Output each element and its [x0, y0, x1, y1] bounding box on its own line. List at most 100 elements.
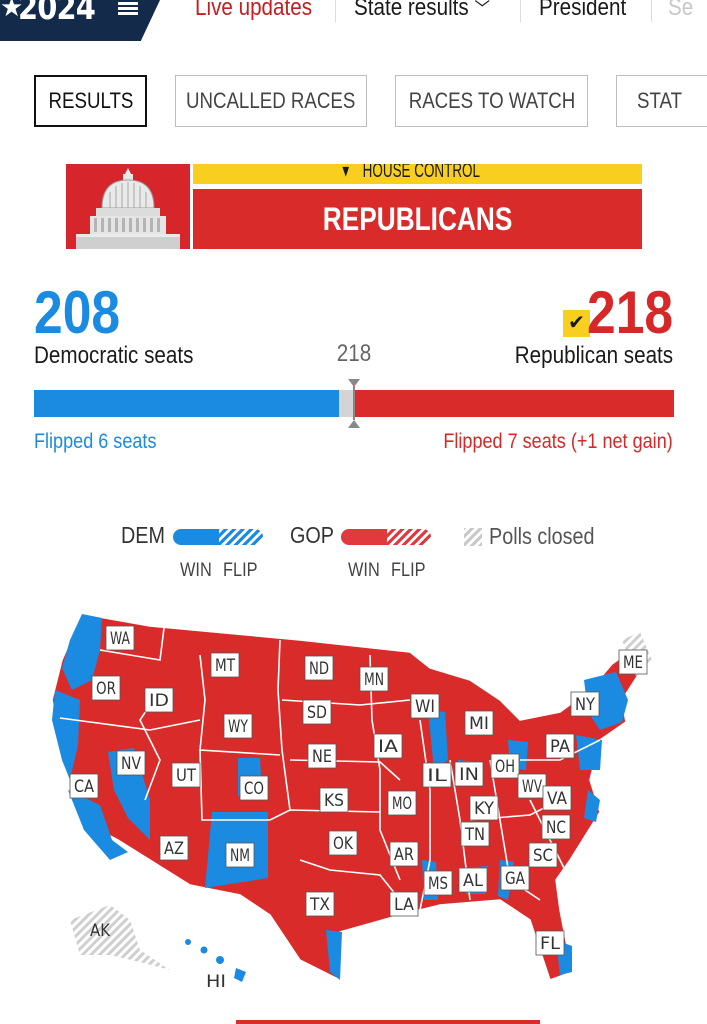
state-label-pa[interactable]: PA [545, 733, 575, 759]
state-label-al[interactable]: AL [458, 867, 488, 893]
svg-text:LA: LA [394, 895, 414, 915]
state-label-mo[interactable]: MO [387, 790, 417, 816]
nav-president-link[interactable]: President [539, 0, 627, 21]
state-label-sd[interactable]: SD [302, 699, 332, 725]
svg-text:KY: KY [474, 799, 495, 819]
state-label-oh[interactable]: OH [490, 753, 520, 779]
state-label-mt[interactable]: MT [210, 652, 240, 678]
state-label-me[interactable]: ME [618, 649, 648, 675]
svg-text:OH: OH [495, 757, 515, 777]
winner-banner: REPUBLICANS [193, 189, 642, 249]
nav-divider [520, 0, 521, 22]
state-label-sc[interactable]: SC [528, 842, 558, 868]
us-house-results-map[interactable]: WA OR CA ID NV MT WY UT AZ CO NM ND SD NE KS OK TX MN IA MO… [0, 600, 707, 1024]
state-label-il[interactable]: IL [422, 762, 452, 788]
star-icon: ★ [0, 0, 24, 22]
state-label-wi[interactable]: WI [410, 693, 440, 719]
nav-senate-link[interactable]: Se [668, 0, 694, 21]
tab-uncalled-races-label: UNCALLED RACES [186, 88, 356, 113]
dem-flipped-seats: Flipped 6 seats [34, 430, 157, 453]
state-label-tn[interactable]: TN [460, 821, 490, 847]
dem-seat-bar [34, 390, 341, 417]
election-2024-logo[interactable]: ★ 2024 [0, 0, 160, 41]
tab-races-to-watch[interactable]: RACES TO WATCH [395, 75, 588, 127]
state-label-or[interactable]: OR [91, 675, 121, 701]
state-label-ky[interactable]: KY [469, 795, 499, 821]
state-label-ny[interactable]: NY [570, 691, 600, 717]
state-label-ne[interactable]: NE [307, 743, 337, 769]
state-label-wv[interactable]: WV [517, 773, 547, 799]
chevron-down-icon: ﹀ [474, 0, 490, 19]
house-control-bar: ▾ HOUSE CONTROL [193, 164, 642, 184]
rep-flipped-seats: Flipped 7 seats (+1 net gain) [443, 430, 673, 453]
state-label-ut[interactable]: UT [171, 762, 201, 788]
nav-divider [651, 0, 652, 22]
state-label-hi[interactable]: HI [202, 969, 230, 993]
state-label-nc[interactable]: NC [541, 814, 571, 840]
hawaii-islands [185, 939, 246, 982]
state-label-az[interactable]: AZ [159, 835, 189, 861]
svg-text:UT: UT [176, 766, 197, 786]
svg-text:AR: AR [394, 845, 414, 865]
state-label-wa[interactable]: WA [105, 625, 135, 651]
svg-text:WV: WV [522, 777, 542, 797]
state-label-ca[interactable]: CA [69, 773, 99, 799]
triangle-down-icon: ▾ [342, 164, 350, 182]
uncalled-seat-bar [339, 390, 355, 417]
nav-state-results-dropdown[interactable]: State results ﹀ [354, 0, 490, 22]
state-label-nv[interactable]: NV [116, 750, 146, 776]
state-label-ak[interactable]: AK [86, 918, 114, 942]
svg-text:VA: VA [547, 789, 567, 809]
state-label-fl[interactable]: FL [535, 930, 565, 956]
state-label-mi[interactable]: MI [464, 710, 494, 736]
logo-year: 2024 [18, 0, 96, 28]
tab-states[interactable]: STAT [616, 75, 707, 127]
state-label-ok[interactable]: OK [328, 830, 358, 856]
nav-live-updates-link[interactable]: Live updates [195, 0, 313, 21]
majority-marker-bottom [348, 420, 360, 428]
majority-marker-top [348, 379, 360, 387]
svg-text:IL: IL [427, 766, 448, 786]
tab-results[interactable]: RESULTS [34, 75, 147, 127]
svg-text:WA: WA [110, 629, 130, 649]
tab-uncalled-races[interactable]: UNCALLED RACES [175, 75, 367, 127]
state-label-la[interactable]: LA [389, 891, 419, 917]
svg-text:AL: AL [463, 871, 483, 891]
svg-text:OR: OR [96, 679, 116, 699]
svg-text:WI: WI [415, 697, 435, 717]
state-label-ga[interactable]: GA [500, 865, 530, 891]
rep-seat-bar [353, 390, 674, 417]
state-label-id[interactable]: ID [144, 687, 174, 713]
svg-text:ME: ME [623, 653, 643, 673]
state-label-ms[interactable]: MS [423, 870, 453, 896]
svg-text:HI: HI [206, 972, 226, 992]
svg-text:TX: TX [309, 895, 330, 915]
state-label-co[interactable]: CO [239, 775, 269, 801]
svg-text:TN: TN [464, 825, 485, 845]
state-label-in[interactable]: IN [454, 761, 484, 787]
rep-seat-count: 218 [586, 279, 673, 346]
state-label-ia[interactable]: IA [373, 733, 403, 759]
svg-text:KS: KS [324, 791, 344, 811]
svg-text:NC: NC [546, 818, 566, 838]
svg-text:NV: NV [121, 754, 141, 774]
dem-seat-count: 208 [34, 279, 121, 346]
state-label-ks[interactable]: KS [319, 787, 349, 813]
state-label-nd[interactable]: ND [304, 655, 334, 681]
winner-label: REPUBLICANS [322, 201, 513, 237]
svg-text:SD: SD [307, 703, 327, 723]
state-label-mn[interactable]: MN [359, 666, 389, 692]
svg-text:PA: PA [550, 737, 570, 757]
state-label-va[interactable]: VA [542, 785, 572, 811]
svg-text:CO: CO [244, 779, 264, 799]
svg-text:SC: SC [533, 846, 553, 866]
nav-divider [335, 0, 336, 22]
state-label-wy[interactable]: WY [223, 713, 253, 739]
state-label-ar[interactable]: AR [389, 841, 419, 867]
legend-dem-win: WIN [180, 560, 212, 581]
top-navigation-bar: ★ 2024 Live updates State results ﹀ Pres… [0, 0, 707, 42]
state-label-tx[interactable]: TX [305, 891, 335, 917]
state-label-nm[interactable]: NM [225, 842, 255, 868]
svg-text:ID: ID [149, 691, 169, 711]
legend-polls-closed: Polls closed [489, 523, 595, 549]
